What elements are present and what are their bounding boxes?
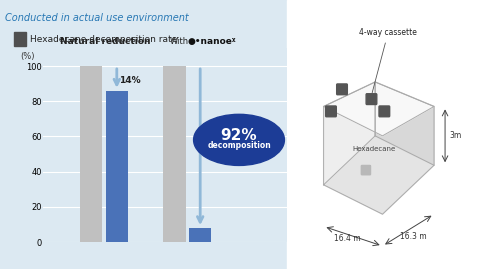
FancyBboxPatch shape xyxy=(361,165,370,175)
Polygon shape xyxy=(324,82,375,185)
Polygon shape xyxy=(375,82,434,165)
Text: Natural reduction: Natural reduction xyxy=(60,37,151,46)
Text: 3m: 3m xyxy=(450,131,462,140)
Text: 14%: 14% xyxy=(120,76,141,85)
Text: Hexadecane: Hexadecane xyxy=(352,146,395,151)
Polygon shape xyxy=(324,136,434,214)
Text: 16.3 m: 16.3 m xyxy=(401,232,427,241)
Text: decomposition: decomposition xyxy=(207,141,271,150)
Text: (%): (%) xyxy=(21,52,35,61)
FancyBboxPatch shape xyxy=(366,94,377,105)
Text: 4-way cassette: 4-way cassette xyxy=(359,29,417,93)
Text: 16.4 m: 16.4 m xyxy=(334,234,361,243)
Text: With: With xyxy=(170,37,189,46)
FancyBboxPatch shape xyxy=(337,84,348,95)
Polygon shape xyxy=(324,82,434,136)
Text: 92%: 92% xyxy=(221,128,257,143)
FancyBboxPatch shape xyxy=(326,106,337,117)
Text: Hexadecane decomposition rate: Hexadecane decomposition rate xyxy=(30,34,177,44)
Text: ●•nanoeᵡ: ●•nanoeᵡ xyxy=(188,37,236,46)
Bar xyxy=(106,91,128,242)
FancyBboxPatch shape xyxy=(379,106,390,117)
Bar xyxy=(80,66,102,242)
Bar xyxy=(163,66,186,242)
Bar xyxy=(189,228,211,242)
Text: Conducted in actual use environment: Conducted in actual use environment xyxy=(5,13,188,23)
